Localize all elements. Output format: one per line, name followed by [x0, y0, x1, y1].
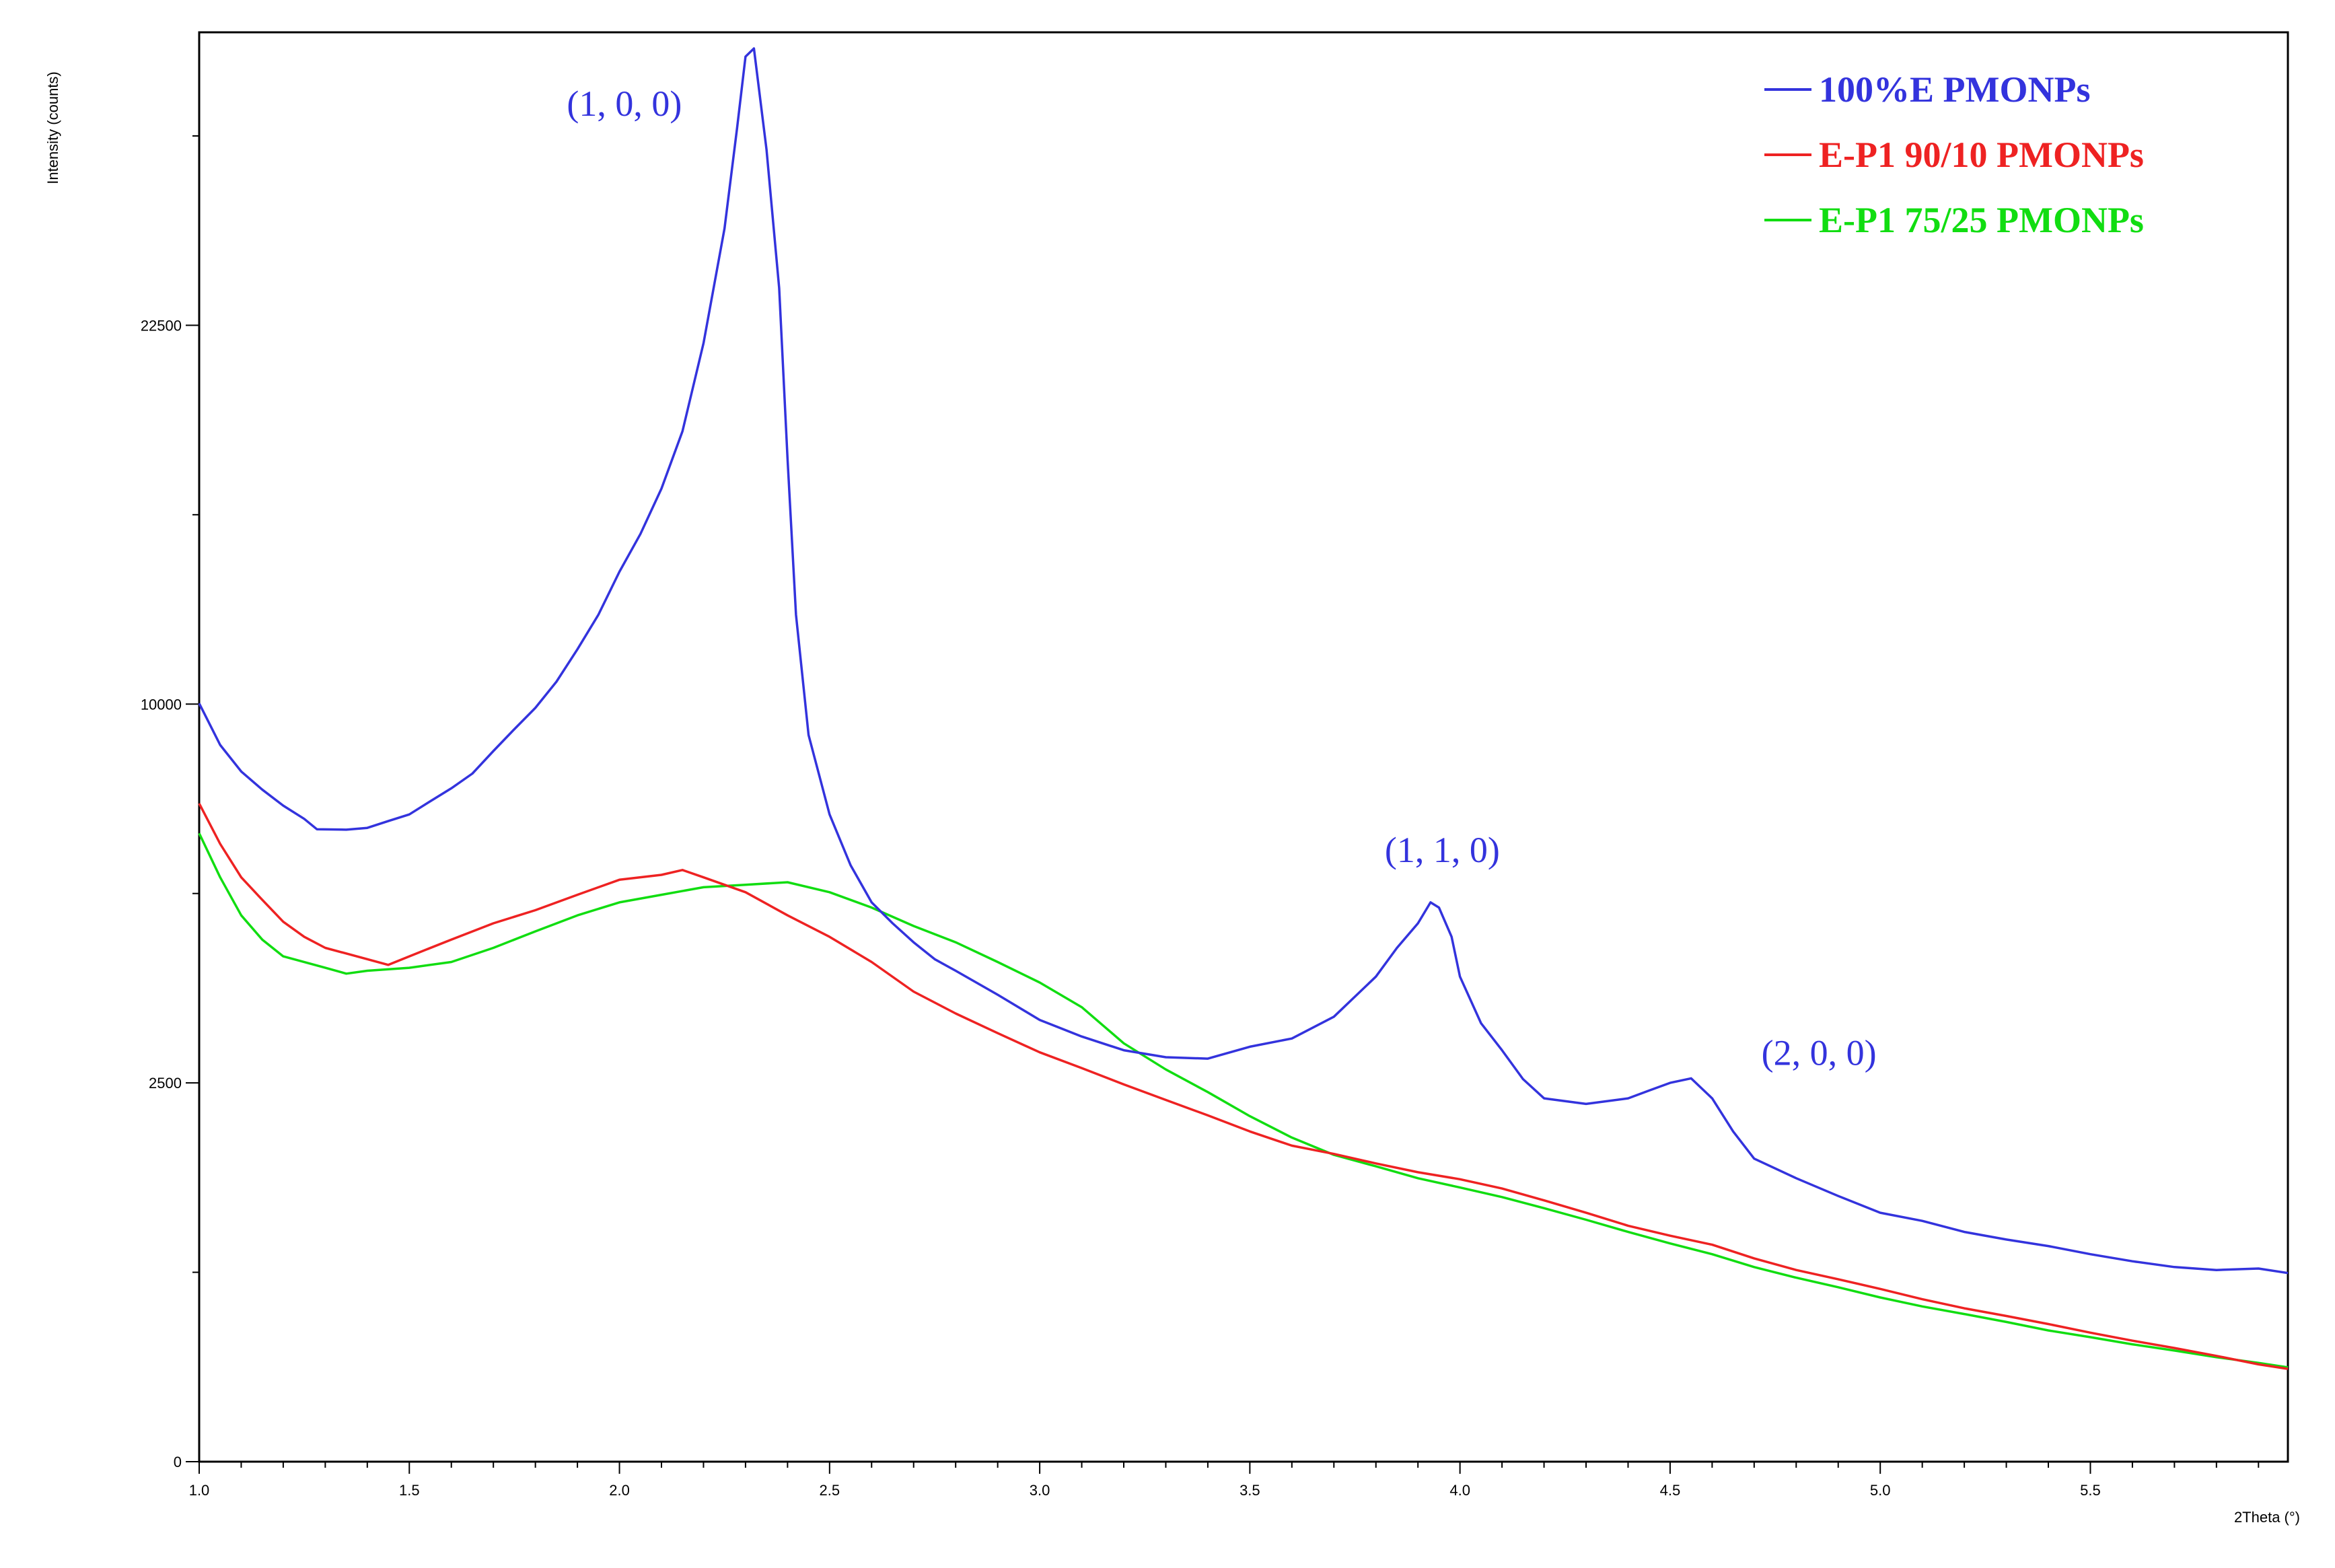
y-tick-label: 2500 [149, 1075, 182, 1092]
y-tick-label: 10000 [141, 696, 182, 713]
annotation-layer: (1, 0, 0) (1, 1, 0) (2, 0, 0) [567, 83, 1876, 1073]
series-layer [198, 47, 2289, 1370]
x-tick-label: 2.5 [820, 1482, 840, 1499]
x-tick-label: 2.0 [609, 1482, 630, 1499]
legend-label: E-P1 75/25 PMONPs [1819, 200, 2144, 240]
plot-frame [198, 31, 2289, 1463]
x-tick-label: 5.0 [1870, 1482, 1891, 1499]
y-tick-label: 22500 [141, 317, 182, 334]
series-line-0 [198, 47, 2289, 1275]
legend: 100%E PMONPs E-P1 90/10 PMONPs E-P1 75/25 … [1764, 69, 2144, 240]
x-tick-label: 1.0 [189, 1482, 210, 1499]
y-axis-ticks: 0 2500 10000 22500 [141, 135, 199, 1470]
peak-label: (1, 1, 0) [1385, 830, 1500, 870]
series-line-2 [198, 832, 2289, 1369]
x-tick-label: 3.0 [1030, 1482, 1050, 1499]
series-line-1 [198, 803, 2289, 1370]
y-axis-title: Intensity (counts) [44, 71, 61, 184]
legend-label: 100%E PMONPs [1819, 69, 2090, 110]
peak-label: (2, 0, 0) [1762, 1032, 1877, 1073]
x-tick-label: 3.5 [1240, 1482, 1260, 1499]
x-axis-title: 2Theta (°) [2234, 1509, 2300, 1526]
x-tick-label: 4.5 [1660, 1482, 1681, 1499]
x-tick-label: 1.5 [399, 1482, 420, 1499]
y-tick-label: 0 [174, 1454, 182, 1470]
x-tick-label: 5.5 [2080, 1482, 2101, 1499]
x-tick-label: 4.0 [1449, 1482, 1470, 1499]
legend-label: E-P1 90/10 PMONPs [1819, 135, 2144, 175]
peak-label: (1, 0, 0) [567, 83, 682, 124]
x-axis-ticks: 1.0 1.5 2.0 2.5 3.0 3.5 4.0 4.5 5.0 5.5 [189, 1462, 2260, 1499]
